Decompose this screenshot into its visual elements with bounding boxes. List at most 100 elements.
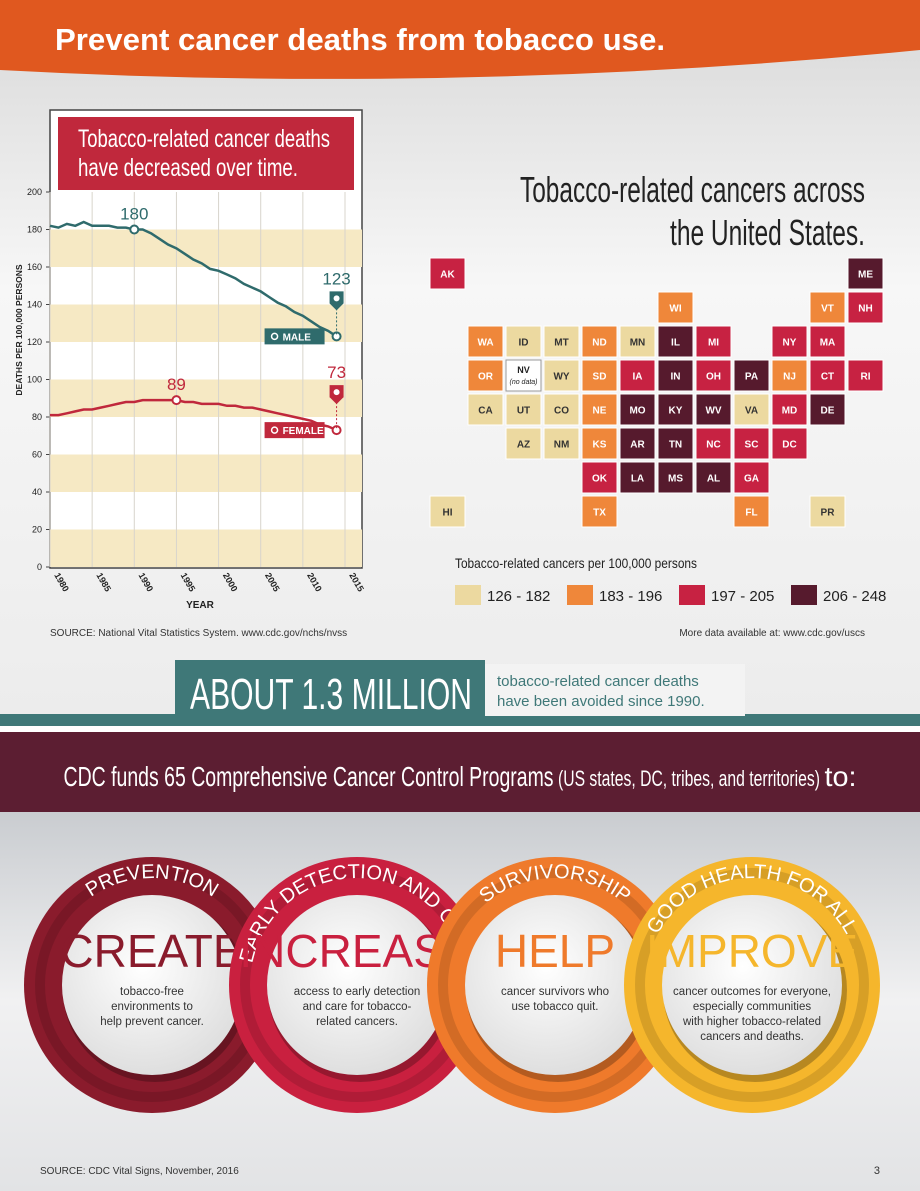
page-title: Prevent cancer deaths from tobacco use. [55, 22, 665, 57]
state-tile [771, 325, 808, 358]
programs-heading-part: CDC funds 65 Comprehensive Cancer Contro… [64, 761, 554, 792]
state-tile [771, 427, 808, 460]
map-legend-title: Tobacco-related cancers per 100,000 pers… [455, 555, 697, 571]
state-tile [429, 495, 466, 528]
state-label: OH [706, 372, 721, 383]
state-label: IA [633, 372, 643, 383]
program-text: cancers and deaths. [700, 1031, 804, 1043]
series-tag-dot [270, 332, 279, 341]
y-tick-label: 20 [32, 525, 42, 535]
state-label: NY [783, 338, 797, 349]
state-tile [429, 257, 466, 290]
state-label: ME [858, 270, 873, 281]
state-label: HI [443, 508, 453, 519]
state-tile [543, 393, 580, 426]
data-label: 180 [120, 205, 148, 224]
state-label: MT [554, 338, 568, 349]
state-label: UT [517, 406, 530, 417]
state-label: MD [782, 406, 798, 417]
programs-heading-part: (US states, DC, tribes, and territories) [558, 766, 820, 791]
state-label: LA [631, 474, 644, 485]
state-tile [809, 291, 846, 324]
state-tile [543, 427, 580, 460]
state-label: VA [745, 406, 758, 417]
state-label: OR [478, 372, 494, 383]
program-text: tobacco-free [120, 986, 184, 998]
state-tile [657, 291, 694, 324]
state-tile [809, 359, 846, 392]
state-tile [619, 393, 656, 426]
state-tile [771, 393, 808, 426]
state-tile [733, 393, 770, 426]
y-axis-label: DEATHS PER 100,000 PERSONS [14, 264, 24, 395]
state-label: ID [519, 338, 529, 349]
state-label: DE [821, 406, 835, 417]
state-tile [771, 359, 808, 392]
state-tile [809, 393, 846, 426]
x-axis-label: YEAR [186, 600, 215, 611]
program-text: and care for tobacco- [303, 1001, 412, 1013]
grid-band [50, 454, 362, 492]
series-tag-dot [270, 426, 279, 434]
footer-source: SOURCE: CDC Vital Signs, November, 2016 [40, 1166, 239, 1177]
state-tile [695, 393, 732, 426]
state-label: AL [707, 474, 720, 485]
program-text: environments to [111, 1001, 193, 1013]
legend-label: 206 - 248 [823, 588, 886, 605]
banner-headline: ABOUT 1.3 MILLION [190, 670, 472, 719]
y-tick-label: 140 [27, 300, 42, 310]
state-tile [733, 461, 770, 494]
state-note: (no data) [509, 379, 537, 386]
pin-dot [333, 295, 340, 302]
banner-box [485, 664, 745, 716]
state-label: MA [820, 338, 836, 349]
y-tick-label: 60 [32, 450, 42, 460]
state-tile [847, 257, 884, 290]
state-label: MN [630, 338, 646, 349]
state-label: TX [593, 508, 606, 519]
state-label: TN [669, 440, 682, 451]
state-label: NJ [783, 372, 796, 383]
state-label: OK [592, 474, 608, 485]
chart-source: SOURCE: National Vital Statistics System… [50, 628, 347, 639]
state-tile [505, 359, 542, 392]
line [49, 220, 338, 338]
grid-band [50, 379, 362, 417]
header-bar [0, 0, 920, 79]
legend-label: FEMALE [283, 426, 324, 437]
state-tile [847, 359, 884, 392]
state-label: NE [593, 406, 607, 417]
state-label: RI [861, 372, 871, 383]
state-label: SC [745, 440, 759, 451]
pin-dot [333, 389, 340, 396]
legend-label: 197 - 205 [711, 588, 774, 605]
chart-title: Tobacco-related cancer deaths [78, 125, 330, 153]
banner-text: have been avoided since 1990. [497, 693, 705, 710]
ring-shade [635, 868, 869, 1102]
program-text: especially communities [693, 1001, 811, 1013]
state-label: WI [669, 304, 681, 315]
state-tile [581, 427, 618, 460]
disc [662, 895, 842, 1075]
programs: PREVENTIONCREATEtobacco-freeenvironments… [24, 857, 880, 1113]
point-marker [129, 224, 140, 235]
legend-label: 126 - 182 [487, 588, 550, 605]
state-label: CT [821, 372, 834, 383]
line [50, 398, 338, 432]
state-label: ND [592, 338, 606, 349]
state-tile [657, 461, 694, 494]
state-tile [543, 359, 580, 392]
y-tick-label: 80 [32, 412, 42, 422]
state-tile [581, 393, 618, 426]
state-label: WY [553, 372, 569, 383]
program-text: cancer outcomes for everyone, [673, 986, 831, 998]
state-tile [619, 427, 656, 460]
programs-band [0, 732, 920, 812]
state-tile [847, 291, 884, 324]
program-text: with higher tobacco-related [682, 1016, 821, 1028]
disc [465, 895, 645, 1075]
y-tick-label: 0 [37, 562, 42, 572]
state-tile [657, 427, 694, 460]
state-label: IL [671, 338, 680, 349]
page-number: 3 [874, 1165, 880, 1177]
